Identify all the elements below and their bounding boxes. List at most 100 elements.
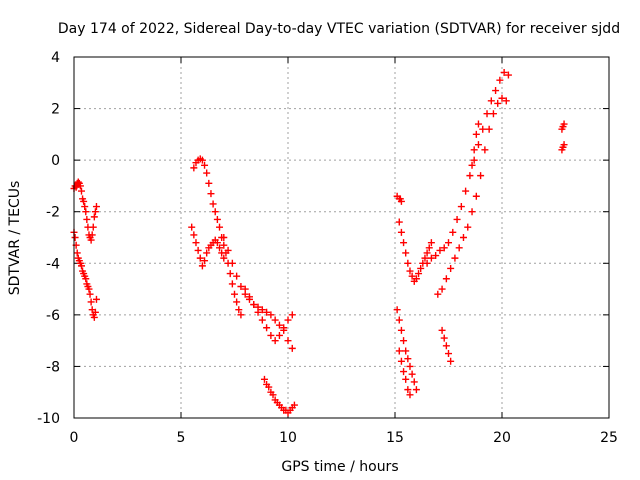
data-point <box>445 239 452 247</box>
x-axis-label: GPS time / hours <box>281 459 398 475</box>
data-point <box>83 215 91 223</box>
data-series-sat-d <box>190 155 245 319</box>
data-point <box>90 313 98 321</box>
data-point <box>427 239 435 247</box>
data-point <box>260 375 268 383</box>
data-point <box>192 239 200 247</box>
data-point <box>284 337 292 345</box>
data-point <box>228 259 236 267</box>
data-series-sat-m <box>434 94 510 298</box>
data-point <box>447 264 455 272</box>
data-point <box>472 130 480 138</box>
data-point <box>438 326 446 334</box>
x-tick-label: 5 <box>177 430 186 446</box>
data-point <box>408 272 416 280</box>
data-point <box>400 368 408 376</box>
data-point <box>397 228 405 236</box>
data-point <box>88 231 96 239</box>
data-point <box>455 244 463 252</box>
data-point <box>233 298 241 306</box>
data-point <box>288 344 296 352</box>
data-point <box>402 249 410 257</box>
data-point <box>213 215 221 223</box>
y-tick-label: 2 <box>51 102 60 118</box>
data-point <box>77 187 85 195</box>
data-series-sat-c <box>188 223 228 270</box>
data-point <box>87 298 95 306</box>
data-point <box>432 252 440 260</box>
data-point <box>423 259 431 267</box>
chart-title: Day 174 of 2022, Sidereal Day-to-day VTE… <box>58 21 620 37</box>
data-point <box>231 290 238 298</box>
data-point <box>412 275 420 283</box>
data-point <box>468 208 476 216</box>
data-point <box>472 192 480 200</box>
data-point <box>489 110 497 118</box>
data-point <box>81 203 89 211</box>
data-point <box>228 280 236 288</box>
data-point <box>220 241 228 249</box>
data-point <box>245 293 253 301</box>
data-point <box>395 218 403 226</box>
data-point <box>237 282 245 290</box>
data-point <box>395 347 403 355</box>
data-point <box>462 187 470 195</box>
data-point <box>89 223 97 231</box>
data-point <box>71 234 79 241</box>
data-point <box>468 161 476 169</box>
data-point <box>404 259 412 267</box>
data-series-sat-a <box>70 178 100 244</box>
data-point <box>275 321 283 329</box>
data-point <box>263 308 271 316</box>
data-point <box>459 234 467 241</box>
data-point <box>483 110 491 118</box>
data-point <box>237 311 245 319</box>
data-point <box>271 337 279 345</box>
data-point <box>226 270 234 278</box>
data-point <box>250 301 258 309</box>
data-point <box>402 375 410 383</box>
data-point <box>410 378 418 386</box>
data-point <box>498 94 506 102</box>
data-point <box>271 316 279 324</box>
data-point <box>453 215 461 223</box>
data-point <box>201 161 209 169</box>
data-point <box>91 308 99 316</box>
data-point <box>190 231 198 239</box>
data-series-sat-k <box>395 347 414 399</box>
data-point <box>190 164 198 172</box>
y-tick-label: 4 <box>51 50 60 66</box>
data-point <box>560 141 568 149</box>
y-tick-label: -6 <box>46 308 60 324</box>
x-tick-label: 15 <box>386 430 404 446</box>
data-series-sat-i <box>395 218 435 285</box>
data-point <box>464 223 472 231</box>
data-point <box>417 264 425 272</box>
data-point <box>209 200 217 208</box>
data-point <box>560 120 568 128</box>
y-tick-label: 0 <box>51 153 60 169</box>
data-point <box>479 125 487 133</box>
data-point <box>263 324 271 332</box>
data-point <box>254 308 262 316</box>
data-series-sat-l <box>423 68 512 267</box>
x-tick-label: 20 <box>493 430 511 446</box>
data-point <box>82 208 90 216</box>
data-point <box>194 246 202 254</box>
data-point <box>267 311 275 319</box>
data-point <box>440 334 448 342</box>
x-tick-label: 0 <box>70 430 79 446</box>
data-point <box>451 254 459 262</box>
data-point <box>406 267 414 275</box>
data-point <box>436 246 444 254</box>
data-point <box>406 391 414 399</box>
y-axis-label: SDTVAR / TECUs <box>7 181 23 296</box>
data-point <box>216 244 224 252</box>
x-tick-label: 10 <box>279 430 297 446</box>
data-series-sat-n <box>438 326 455 365</box>
data-point <box>82 275 90 283</box>
data-point <box>284 316 292 324</box>
data-point <box>188 223 196 231</box>
data-point <box>442 275 450 283</box>
data-point <box>288 311 296 319</box>
